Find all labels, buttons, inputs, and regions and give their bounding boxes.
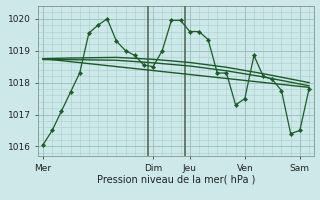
X-axis label: Pression niveau de la mer( hPa ): Pression niveau de la mer( hPa )	[97, 174, 255, 184]
